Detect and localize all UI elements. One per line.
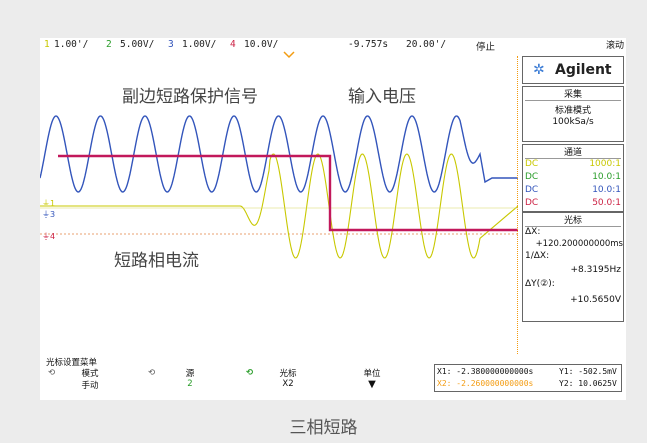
arrow-down-icon: ▼ xyxy=(368,379,376,390)
run-state[interactable]: 停止 xyxy=(476,42,496,53)
x2-readout: X2: -2.260000000000s xyxy=(437,379,534,388)
ch1-waveform xyxy=(40,153,518,259)
cursor-readout: X1: -2.380000000000s Y1: -502.5mV X2: -2… xyxy=(434,364,622,392)
cursors-title: 光标 xyxy=(525,213,621,227)
annotation-short-current: 短路相电流 xyxy=(114,251,199,271)
agilent-logo-icon: ✲ xyxy=(533,62,545,78)
rotate-knob-active-icon: ⟲ xyxy=(246,368,254,378)
channel-row[interactable]: DC 10.0:1 xyxy=(525,185,621,195)
softkey-mode[interactable]: 模式 手动 xyxy=(81,369,99,391)
ch4-marker[interactable]: ⏚4 xyxy=(42,232,56,241)
ch4-scale[interactable]: 10.0V/ xyxy=(244,39,279,50)
channels-box[interactable]: 通道 DC 1000:1 DC 10.0:1 DC 10.0:1 DC 50.0:1 xyxy=(522,144,624,212)
softkey-unit[interactable]: 单位 ▼ xyxy=(354,367,390,390)
channel-coupling: DC xyxy=(525,185,539,195)
figure-caption: 三相短路 xyxy=(289,418,358,438)
channel-coupling: DC xyxy=(525,172,539,182)
ch3-scale[interactable]: 1.00V/ xyxy=(182,39,217,50)
channel-ratio: 1000:1 xyxy=(589,159,621,169)
brand-box: ✲ Agilent xyxy=(522,56,624,84)
ch3-marker[interactable]: ⏚3 xyxy=(42,210,56,219)
cursors-box[interactable]: 光标 ΔX: +120.200000000ms 1/ΔX: +8.3195Hz … xyxy=(522,212,624,322)
dy-label: ΔY(②): xyxy=(525,279,555,289)
ch1-scale[interactable]: 1.00'/ xyxy=(54,39,89,50)
annotation-input-voltage: 输入电压 xyxy=(348,87,416,107)
top-status-bar: 1 1.00'/ 2 5.00V/ 3 1.00V/ 4 10.0V/ -9.7… xyxy=(40,38,518,53)
channels-title: 通道 xyxy=(525,145,621,159)
side-panel: 滚动 ✲ Agilent 采集 标准模式 100kSa/s 通道 DC 1000:… xyxy=(520,38,626,358)
channel-ratio: 10.0:1 xyxy=(592,172,621,182)
channel-row[interactable]: DC 50.0:1 xyxy=(525,198,621,208)
dy-value: +10.5650V xyxy=(570,295,621,305)
ch3-waveform xyxy=(40,115,518,193)
time-offset[interactable]: -9.757s xyxy=(348,39,389,50)
dx-label: ΔX: xyxy=(525,227,541,237)
channel-ratio: 10.0:1 xyxy=(592,185,621,195)
time-per-div[interactable]: 20.00'/ xyxy=(406,39,447,50)
acquire-mode: 标准模式 xyxy=(554,106,591,116)
ch3-number[interactable]: 3 xyxy=(168,39,174,50)
rotate-knob-icon: ⟲ xyxy=(48,368,56,378)
time-reference-edge xyxy=(517,56,518,354)
dx-value: +120.200000000ms xyxy=(535,239,623,249)
channel-row[interactable]: DC 1000:1 xyxy=(525,159,621,169)
annotation-protection-signal: 副边短路保护信号 xyxy=(122,87,258,107)
channel-coupling: DC xyxy=(525,159,539,169)
trigger-position-marker xyxy=(283,51,295,59)
brand-name: Agilent xyxy=(555,62,612,78)
softkey-cursor[interactable]: 光标 X2 xyxy=(279,369,297,389)
ch4-number[interactable]: 4 xyxy=(230,39,236,50)
ch1-number[interactable]: 1 xyxy=(44,39,50,50)
menu-title: 光标设置菜单 xyxy=(46,358,98,368)
ch2-scale[interactable]: 5.00V/ xyxy=(120,39,155,50)
acquisition-mode[interactable]: 滚动 xyxy=(605,41,624,51)
protection-signal-trace xyxy=(58,154,518,232)
channel-coupling: DC xyxy=(525,198,539,208)
inv-dx-value: +8.3195Hz xyxy=(570,265,621,275)
inv-dx-label: 1/ΔX: xyxy=(525,251,550,261)
y1-readout: Y1: -502.5mV xyxy=(559,367,617,376)
oscilloscope-screen: 1 1.00'/ 2 5.00V/ 3 1.00V/ 4 10.0V/ -9.7… xyxy=(40,38,626,400)
acquire-title: 采集 xyxy=(525,87,621,101)
rotate-knob-icon: ⟲ xyxy=(148,368,156,378)
channel-row[interactable]: DC 10.0:1 xyxy=(525,172,621,182)
ch1-marker[interactable]: ⏚1 xyxy=(42,199,56,208)
acquire-rate: 100kSa/s xyxy=(552,117,594,127)
x1-readout: X1: -2.380000000000s xyxy=(437,367,534,376)
ch2-number[interactable]: 2 xyxy=(106,39,112,50)
acquire-box[interactable]: 采集 标准模式 100kSa/s xyxy=(522,86,624,142)
waveform-display xyxy=(40,115,518,259)
channel-ratio: 50.0:1 xyxy=(592,198,621,208)
y2-readout: Y2: 10.0625V xyxy=(559,379,617,388)
